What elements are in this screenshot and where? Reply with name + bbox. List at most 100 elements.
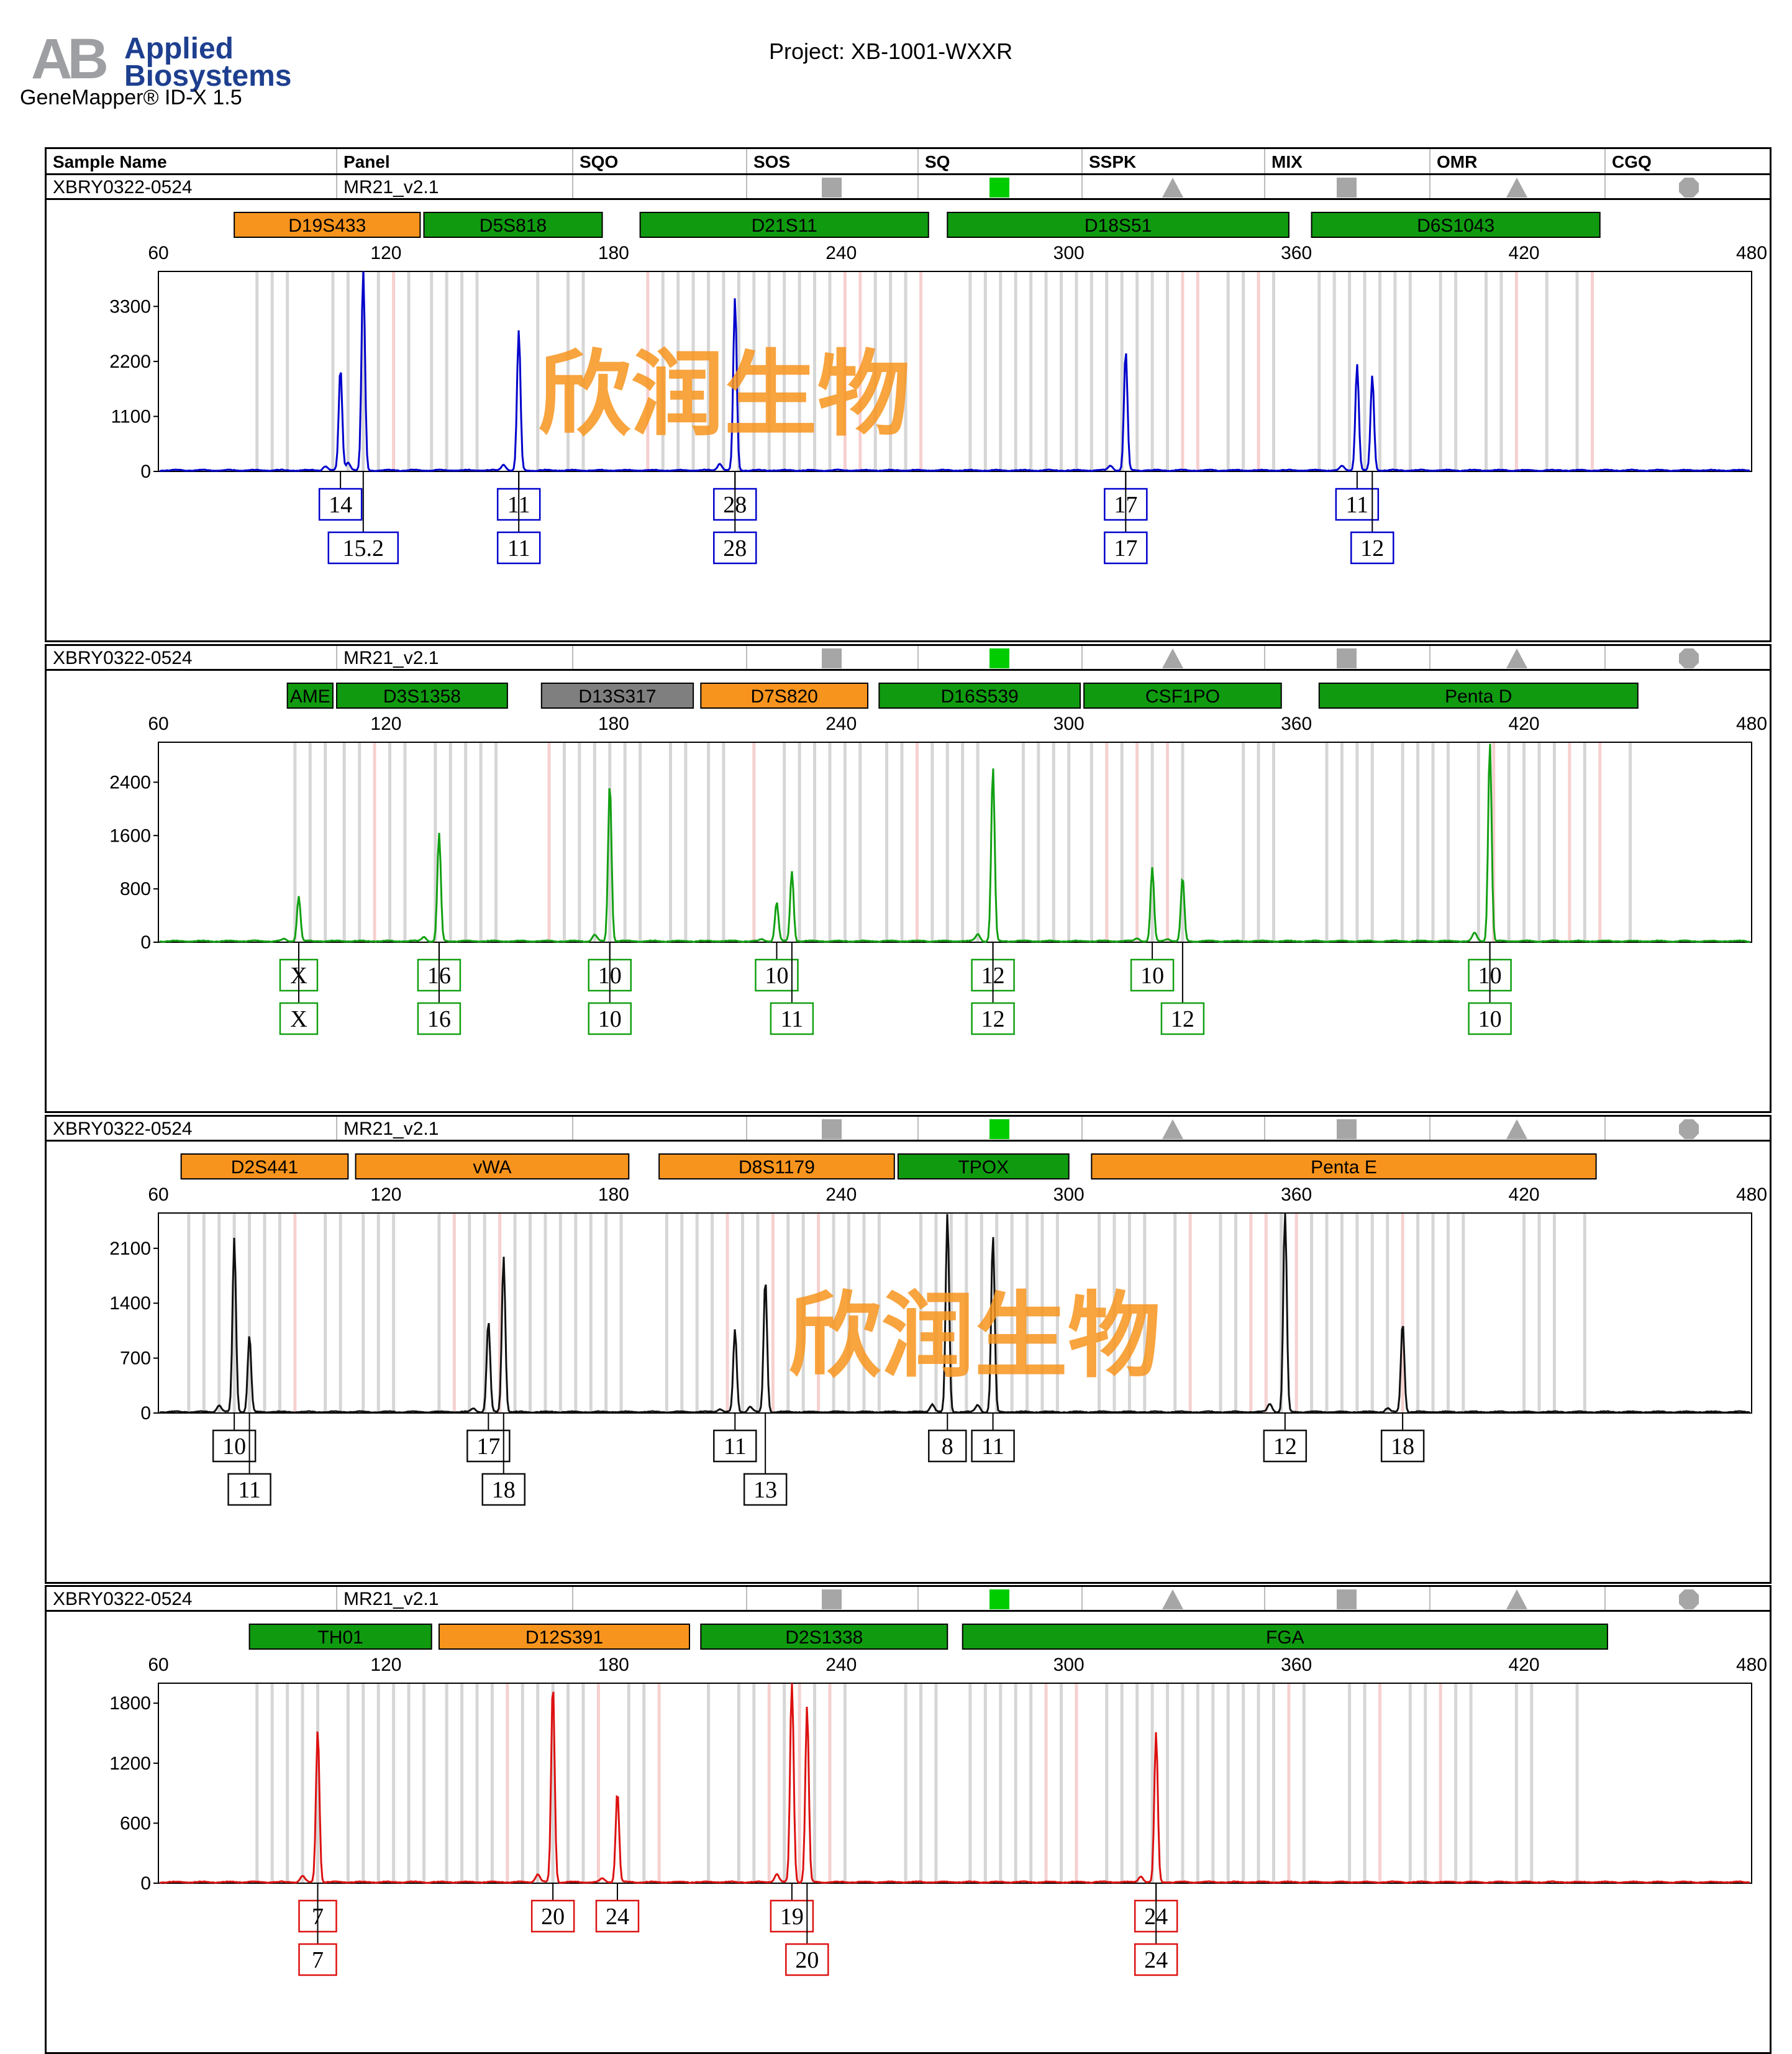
y-tick-label: 1200 [109, 1753, 151, 1774]
allele-label: 20 [541, 1904, 565, 1930]
marker-bar: Penta E [1091, 1154, 1596, 1179]
x-tick-label: 120 [370, 243, 401, 263]
allele-label: 17 [1114, 535, 1137, 561]
allele-label: 24 [606, 1904, 629, 1930]
marker-label: D8S1179 [739, 1157, 815, 1178]
x-tick-label: 300 [1053, 714, 1085, 734]
allele-bins [257, 1683, 1577, 1883]
marker-bar: D12S391 [439, 1624, 689, 1649]
flag-square-icon [821, 177, 842, 198]
quality-cell [572, 1117, 746, 1140]
col-panel: Panel [336, 149, 572, 173]
allele-label: 12 [1360, 535, 1384, 561]
allele-label: 11 [981, 1434, 1004, 1460]
marker-bar: Penta D [1319, 683, 1638, 708]
flag-triangle-icon [1162, 177, 1183, 198]
marker-label: D18S51 [1085, 216, 1152, 236]
allele-label: 11 [724, 1434, 747, 1460]
allele-label: 24 [1144, 1947, 1168, 1973]
allele-call: 11 [972, 1413, 1014, 1461]
allele-label: 18 [1391, 1434, 1414, 1460]
x-tick-label: 60 [148, 1655, 168, 1675]
marker-bar: D13S317 [542, 683, 693, 708]
x-tick-label: 240 [826, 243, 857, 263]
marker-label: vWA [473, 1157, 511, 1178]
marker-label: FGA [1266, 1627, 1304, 1648]
flag-square-icon [821, 1119, 842, 1140]
marker-bar: D3S1358 [337, 683, 507, 708]
allele-call: 24 [596, 1883, 639, 1932]
marker-bar: D19S433 [234, 212, 420, 237]
allele-bins [257, 271, 1593, 471]
x-tick-label: 360 [1281, 714, 1312, 734]
flag-square-icon [1336, 1119, 1357, 1140]
allele-label: 10 [765, 963, 788, 989]
allele-label: 10 [598, 1006, 622, 1032]
quality-cell [572, 175, 746, 198]
allele-label: 11 [507, 535, 530, 561]
flag-triangle-icon [1162, 1589, 1183, 1610]
marker-label: D19S433 [288, 216, 366, 236]
plot-frame [158, 742, 1752, 942]
marker-label: D5S818 [480, 216, 547, 236]
watermark-text: 欣润生物 [788, 1283, 1161, 1391]
x-tick-label: 420 [1509, 243, 1540, 263]
flag-triangle-icon [1506, 1119, 1527, 1140]
marker-label: Penta E [1311, 1157, 1377, 1178]
y-tick-label: 800 [120, 879, 151, 899]
trace-line [160, 271, 1750, 471]
allele-label: 12 [981, 1006, 1005, 1032]
x-tick-label: 120 [370, 714, 401, 734]
flag-circle-icon [1678, 648, 1699, 669]
flag-circle-icon [1678, 1119, 1699, 1140]
marker-bar: D16S539 [879, 683, 1080, 708]
marker-label: TH01 [317, 1627, 363, 1648]
allele-label: 28 [723, 535, 747, 561]
marker-label: D6S1043 [1417, 216, 1494, 236]
x-tick-label: 480 [1736, 714, 1767, 734]
marker-label: AME [290, 686, 330, 707]
allele-label: 14 [329, 492, 352, 518]
marker-bar: D7S820 [701, 683, 868, 708]
x-tick-label: 360 [1281, 243, 1312, 263]
y-tick-label: 1800 [109, 1693, 151, 1714]
marker-label: D7S820 [750, 686, 817, 707]
allele-call: 18 [1381, 1413, 1424, 1461]
allele-bins [295, 742, 1631, 942]
sample-name-cell: XBRY0322-0524 [47, 1587, 336, 1610]
y-tick-label: 3300 [109, 296, 151, 317]
marker-bar: AME [288, 683, 333, 708]
marker-label: Penta D [1445, 686, 1512, 707]
quality-cell [572, 1587, 746, 1610]
plot-frame [158, 1683, 1752, 1883]
allele-label: 10 [1140, 963, 1164, 989]
table-header: Sample Name Panel SQO SOS SQ SSPK MIX OM… [45, 147, 1772, 173]
flag-triangle-icon [1506, 648, 1527, 669]
marker-bar: D6S1043 [1312, 212, 1600, 237]
marker-label: TPOX [958, 1157, 1009, 1178]
marker-label: D3S1358 [383, 686, 461, 707]
sample-name-cell: XBRY0322-0524 [47, 175, 336, 198]
y-tick-label: 1400 [109, 1293, 151, 1314]
x-tick-label: 180 [598, 714, 629, 734]
x-tick-label: 240 [826, 714, 857, 734]
marker-label: D21S11 [752, 216, 817, 236]
sq-pass-icon [989, 177, 1010, 198]
sample-name-cell: XBRY0322-0524 [47, 646, 336, 669]
y-tick-label: 1100 [111, 406, 151, 427]
x-tick-label: 300 [1053, 243, 1085, 263]
allele-label: 15.2 [343, 535, 384, 561]
trace-line [160, 743, 1750, 942]
x-tick-label: 300 [1053, 1655, 1085, 1675]
allele-label: 12 [1273, 1434, 1297, 1460]
allele-label: 12 [1171, 1006, 1194, 1032]
y-tick-label: 0 [140, 932, 151, 953]
x-tick-label: 480 [1736, 1655, 1767, 1675]
